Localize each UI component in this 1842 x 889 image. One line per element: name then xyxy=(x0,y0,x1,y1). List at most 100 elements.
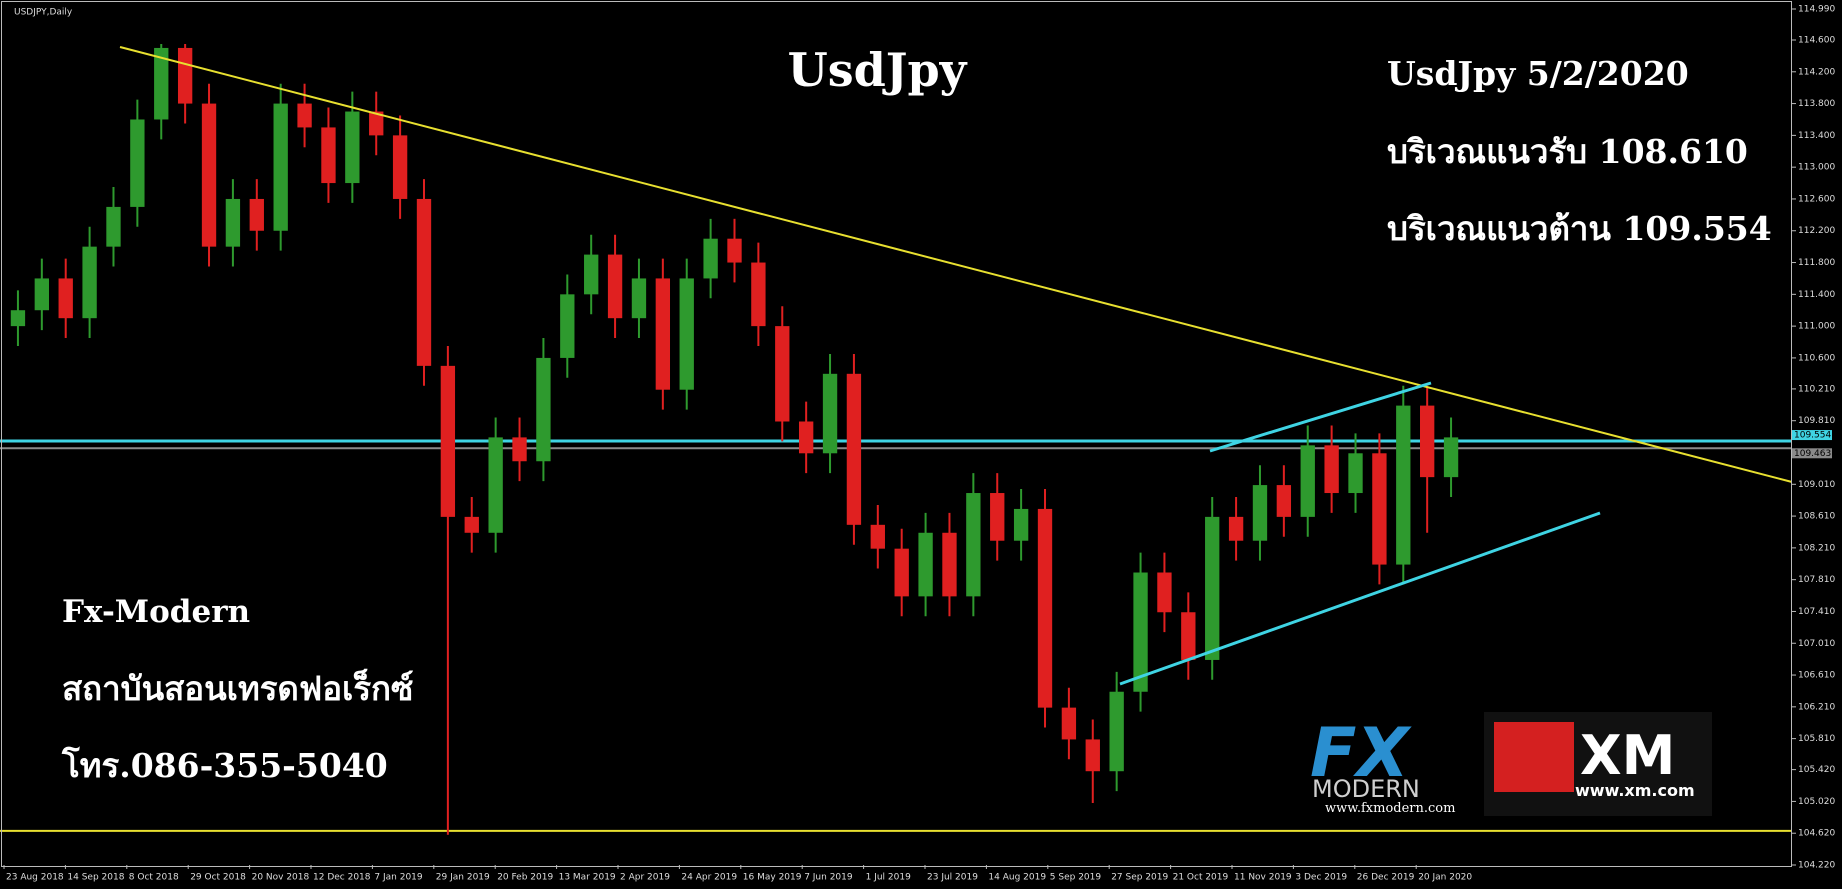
y-tick-label: 109.010 xyxy=(1798,480,1835,490)
candle-body xyxy=(1133,572,1148,692)
xm-url: www.xm.com xyxy=(1575,781,1695,800)
candle-body xyxy=(177,47,193,104)
candle-body xyxy=(822,373,838,454)
candle-body xyxy=(130,119,145,207)
candle-body xyxy=(631,278,647,319)
candle-body xyxy=(58,278,73,319)
x-tick-label: 16 May 2019 xyxy=(743,873,802,883)
candle-body xyxy=(416,198,432,366)
candle-body xyxy=(297,103,312,128)
brand-name: Fx-Modern xyxy=(62,594,250,630)
candle-body xyxy=(846,373,862,525)
price-tag xyxy=(1792,448,1832,459)
candle-body xyxy=(655,278,671,390)
candle-body xyxy=(727,238,742,263)
candle-body xyxy=(584,254,599,295)
y-tick-label: 104.620 xyxy=(1798,829,1835,839)
y-tick-label: 113.800 xyxy=(1798,99,1835,109)
x-tick-label: 8 Oct 2018 xyxy=(129,873,179,883)
candle-body xyxy=(703,238,718,279)
candle-body xyxy=(1372,453,1387,565)
x-tick-label: 20 Nov 2018 xyxy=(252,873,310,883)
candle-body xyxy=(560,294,575,358)
channel-upper xyxy=(1209,381,1432,453)
candle-body xyxy=(464,516,479,533)
candle-body xyxy=(942,532,957,597)
x-tick-label: 5 Sep 2019 xyxy=(1050,873,1102,883)
y-tick-label: 110.600 xyxy=(1798,353,1835,363)
y-tick-label: 112.200 xyxy=(1798,226,1835,236)
y-tick-label: 105.810 xyxy=(1798,734,1835,744)
candle-body xyxy=(440,365,456,517)
candle-body xyxy=(106,206,121,247)
candle-body xyxy=(775,326,790,422)
candle-body xyxy=(870,524,885,549)
annotation: บริเวณแนวรับ 108.610 xyxy=(1387,132,1748,171)
x-tick-label: 24 Apr 2019 xyxy=(681,873,737,883)
candle-body xyxy=(751,262,766,327)
candle-body xyxy=(225,198,241,247)
y-tick-label: 109.810 xyxy=(1798,416,1835,426)
candle-body xyxy=(536,357,551,462)
candle-body xyxy=(1396,405,1411,565)
y-tick-label: 114.600 xyxy=(1798,35,1835,45)
candle-body xyxy=(1157,572,1172,613)
x-tick-label: 20 Feb 2019 xyxy=(497,873,553,883)
candle-body xyxy=(966,493,981,597)
y-tick-label: 111.400 xyxy=(1798,290,1835,300)
candle-body xyxy=(154,47,169,120)
y-tick-label: 111.000 xyxy=(1798,322,1835,332)
candle-body xyxy=(488,437,503,533)
y-tick-label: 105.020 xyxy=(1798,797,1835,807)
candle-body xyxy=(512,437,527,462)
candle-body xyxy=(82,246,97,319)
candle-body xyxy=(1013,508,1029,541)
y-tick-label: 114.200 xyxy=(1798,67,1835,77)
price-tag xyxy=(1792,430,1832,441)
candle-body xyxy=(1420,405,1435,478)
candle-body xyxy=(10,310,26,327)
candle-body xyxy=(201,103,217,247)
candle-body xyxy=(1061,707,1077,740)
candle-body xyxy=(1085,739,1100,772)
candle-body xyxy=(369,111,384,136)
candle-body xyxy=(273,103,288,231)
plot-frame xyxy=(1,1,1792,867)
candle-body xyxy=(918,532,933,597)
candle-body xyxy=(1181,612,1196,660)
x-tick-label: 23 Aug 2018 xyxy=(6,873,64,883)
candle-body xyxy=(1276,485,1292,517)
candle-body xyxy=(345,111,360,184)
candle-body xyxy=(990,493,1005,541)
x-tick-label: 1 Jul 2019 xyxy=(866,873,911,883)
candle-body xyxy=(1324,445,1339,494)
candle-body xyxy=(1037,508,1053,708)
x-tick-label: 20 Jan 2020 xyxy=(1418,873,1472,883)
x-tick-label: 27 Sep 2019 xyxy=(1111,873,1168,883)
y-tick-label: 107.010 xyxy=(1798,639,1835,649)
y-tick-label: 105.420 xyxy=(1798,765,1835,775)
brand-phone: โทร.086-355-5040 xyxy=(61,746,388,785)
x-tick-label: 12 Dec 2018 xyxy=(313,873,371,883)
candle-body xyxy=(679,278,694,390)
fx-url: www.fxmodern.com xyxy=(1325,801,1455,816)
candle-body xyxy=(798,421,814,454)
x-tick-label: 21 Oct 2019 xyxy=(1173,873,1229,883)
price-axis xyxy=(1792,0,1842,889)
price-tag-label: 109.463 xyxy=(1794,449,1831,459)
channel-lower xyxy=(1119,511,1601,686)
candle-body xyxy=(1228,516,1244,541)
y-tick-label: 114.990 xyxy=(1798,5,1835,15)
candle-body xyxy=(1443,437,1459,478)
brand-tagline: สถาบันสอนเทรดฟอเร็กซ์ xyxy=(62,668,413,708)
candle-body xyxy=(607,254,623,319)
candle-body xyxy=(894,548,909,597)
y-tick-label: 107.410 xyxy=(1798,607,1835,617)
price-tag-label: 109.554 xyxy=(1794,431,1831,441)
candle-body xyxy=(392,135,408,199)
x-tick-label: 7 Jun 2019 xyxy=(804,873,853,883)
x-tick-label: 11 Nov 2019 xyxy=(1234,873,1292,883)
y-tick-label: 112.600 xyxy=(1798,194,1835,204)
x-tick-label: 3 Dec 2019 xyxy=(1295,873,1347,883)
y-tick-label: 106.610 xyxy=(1798,671,1835,681)
